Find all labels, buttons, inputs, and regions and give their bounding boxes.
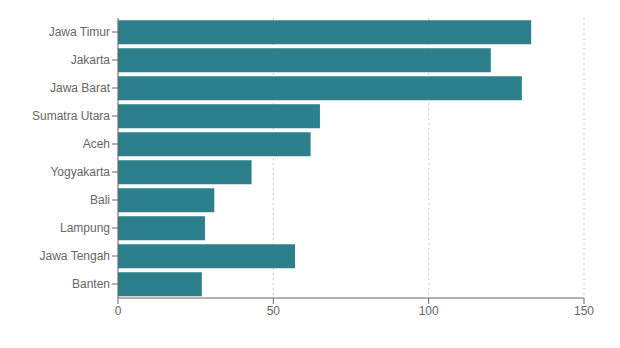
svg-text:50: 50 <box>267 304 281 318</box>
svg-text:Jakarta: Jakarta <box>71 53 111 67</box>
svg-text:Aceh: Aceh <box>83 137 110 151</box>
svg-text:Bali: Bali <box>90 193 110 207</box>
svg-text:100: 100 <box>419 304 439 318</box>
svg-text:Banten: Banten <box>72 277 110 291</box>
svg-text:150: 150 <box>574 304 594 318</box>
svg-text:Sumatra Utara: Sumatra Utara <box>32 109 110 123</box>
svg-text:Jawa Timur: Jawa Timur <box>49 25 110 39</box>
svg-text:0: 0 <box>115 304 122 318</box>
svg-text:Jawa Tengah: Jawa Tengah <box>40 249 111 263</box>
svg-text:Lampung: Lampung <box>60 221 110 235</box>
svg-text:Yogyakarta: Yogyakarta <box>50 165 110 179</box>
svg-text:Jawa Barat: Jawa Barat <box>50 81 111 95</box>
